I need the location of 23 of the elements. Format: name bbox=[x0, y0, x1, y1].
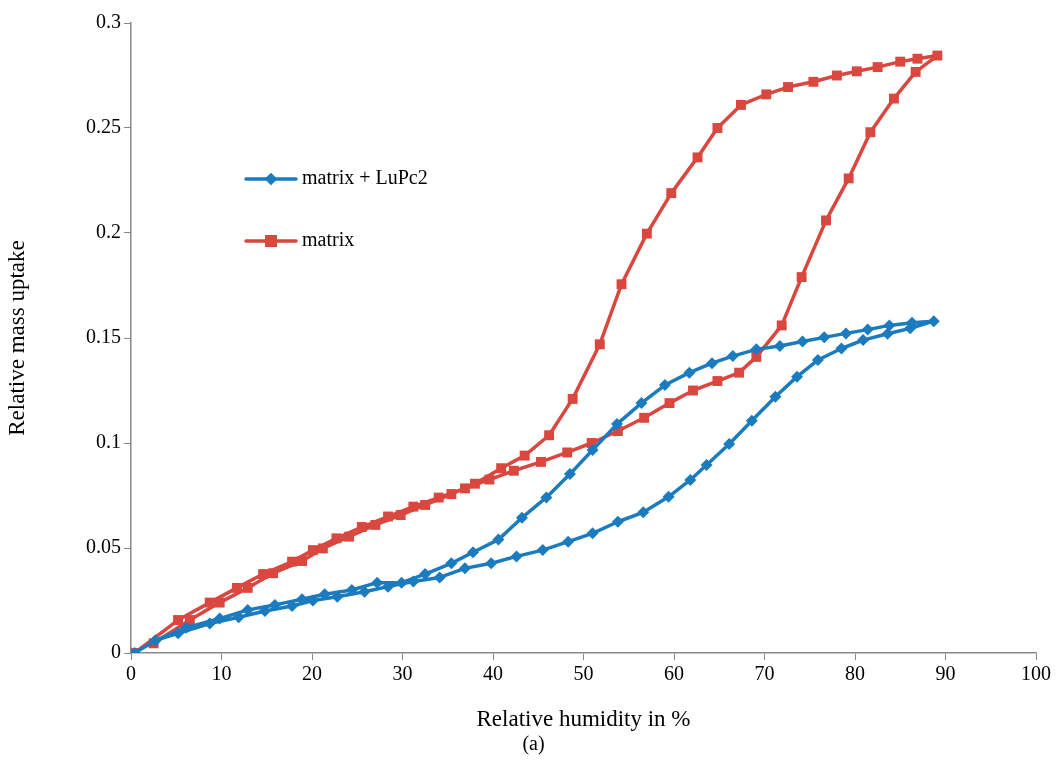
x-tick-label: 70 bbox=[754, 662, 775, 685]
y-tick-label: 0.05 bbox=[86, 535, 121, 558]
y-tick-label: 0.2 bbox=[96, 220, 121, 243]
x-tick-label: 10 bbox=[211, 662, 232, 685]
x-tick-label: 0 bbox=[126, 662, 136, 685]
y-tick-label: 0.3 bbox=[96, 10, 121, 33]
x-tick-label: 100 bbox=[1021, 662, 1051, 685]
legend-label: matrix + LuPc2 bbox=[302, 166, 428, 189]
y-axis-title: Relative mass uptake bbox=[3, 240, 29, 436]
x-tick-label: 30 bbox=[392, 662, 413, 685]
y-tick-label: 0.25 bbox=[86, 115, 121, 138]
y-tick-label: 0.15 bbox=[86, 325, 121, 348]
x-tick-label: 90 bbox=[935, 662, 956, 685]
y-tick-label: 0 bbox=[111, 640, 121, 663]
y-tick-label: 0.1 bbox=[96, 430, 121, 453]
x-tick-label: 40 bbox=[483, 662, 503, 685]
legend-label: matrix bbox=[302, 228, 355, 251]
x-axis-title: Relative humidity in % bbox=[476, 706, 691, 732]
x-tick-label: 80 bbox=[845, 662, 865, 685]
x-tick-label: 50 bbox=[573, 662, 594, 685]
x-tick-label: 20 bbox=[302, 662, 322, 685]
text: (a) bbox=[522, 732, 545, 756]
x-tick-label: 60 bbox=[664, 662, 684, 685]
